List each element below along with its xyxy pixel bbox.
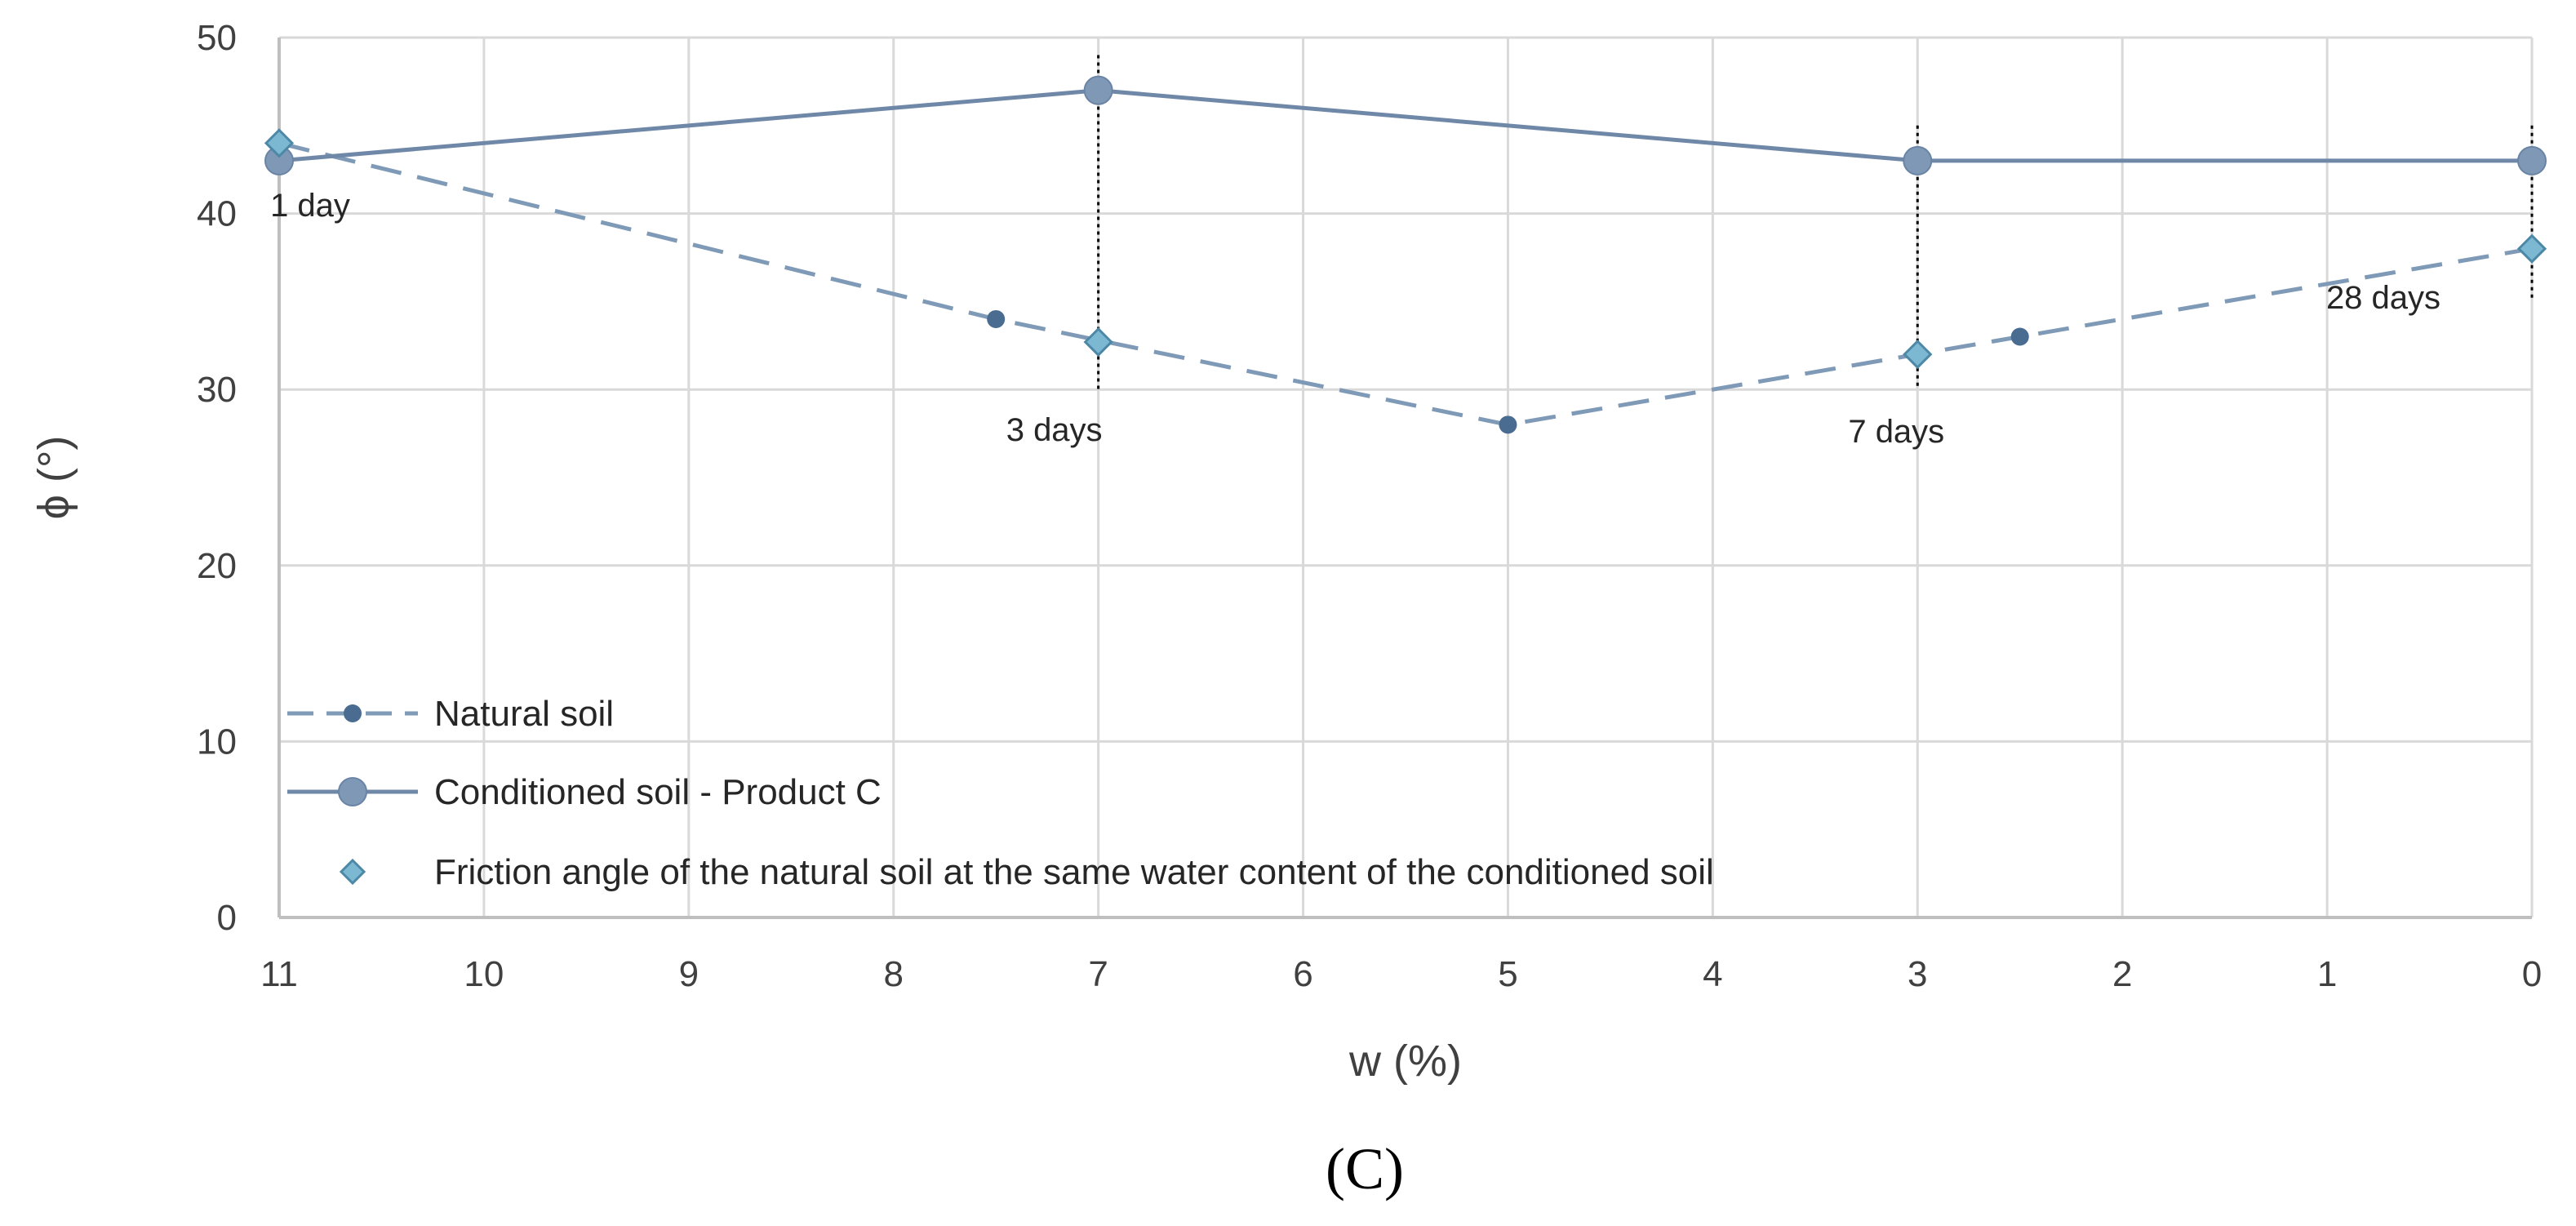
friction-angle-point <box>2516 233 2547 264</box>
annotation-label: 7 days <box>1848 414 1944 450</box>
legend-friction-label: Friction angle of the natural soil at th… <box>434 852 1714 892</box>
vertical-markers <box>1097 55 2534 390</box>
conditioned-soil-point <box>2517 145 2547 175</box>
x-tick-label: 3 <box>1908 954 1927 994</box>
x-tick-label: 5 <box>1498 954 1517 994</box>
x-tick-label: 1 <box>2317 954 2337 994</box>
annotation-label: 3 days <box>1006 412 1103 448</box>
legend-conditioned-label: Conditioned soil - Product C <box>434 772 882 812</box>
y-tick-label: 0 <box>217 898 237 938</box>
x-tick-label: 8 <box>883 954 903 994</box>
legend-natural-label: Natural soil <box>434 694 614 734</box>
y-tick-label: 20 <box>197 546 237 586</box>
legend-friction-marker <box>339 858 366 886</box>
legend-conditioned-marker <box>338 777 367 806</box>
x-tick-label: 7 <box>1088 954 1108 994</box>
conditioned-soil-line <box>278 88 2532 163</box>
y-tick-label: 10 <box>197 722 237 762</box>
x-tick-label: 0 <box>2522 954 2542 994</box>
friction-angle-point <box>264 128 295 158</box>
annotation-label: 1 day <box>270 188 350 224</box>
grid-layer <box>278 36 2534 919</box>
y-axis-label: ϕ (°) <box>29 436 78 520</box>
x-tick-label: 6 <box>1293 954 1312 994</box>
annotations: 1 day 3 days 7 days 28 days <box>270 188 2441 450</box>
series-layer <box>264 75 2547 434</box>
natural-soil-point <box>987 309 1006 328</box>
natural-soil-point <box>2010 327 2029 346</box>
panel-label: (C) <box>1326 1136 1404 1202</box>
annotation-label: 28 days <box>2326 280 2441 316</box>
y-tick-label: 50 <box>197 18 237 58</box>
friction-angle-point <box>1083 326 1113 358</box>
x-tick-label: 2 <box>2112 954 2132 994</box>
friction-angle-point <box>1903 339 1933 370</box>
x-tick-label: 9 <box>679 954 699 994</box>
y-tick-label: 30 <box>197 370 237 410</box>
x-tick-label: 11 <box>260 954 298 994</box>
x-axis-label: w (%) <box>1348 1037 1462 1086</box>
natural-soil-point <box>1499 415 1517 434</box>
legend: Natural soil Conditioned soil - Product C… <box>287 694 1714 892</box>
x-tick-label: 10 <box>464 954 504 994</box>
legend-natural-marker <box>344 704 362 722</box>
y-tick-label: 40 <box>197 194 237 234</box>
conditioned-soil-point <box>1083 75 1113 105</box>
natural-soil-line <box>278 140 2533 427</box>
conditioned-soil-point <box>1903 145 1933 175</box>
x-tick-label: 4 <box>1703 954 1722 994</box>
